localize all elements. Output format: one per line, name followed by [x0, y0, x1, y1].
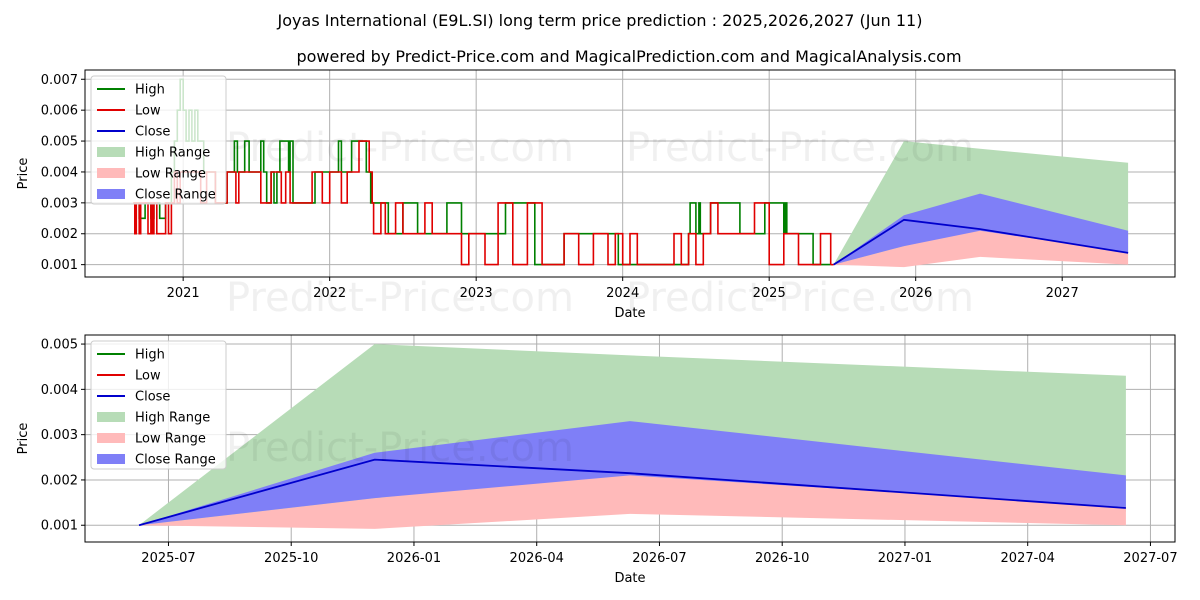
legend-high-range-label: High Range	[135, 146, 210, 161]
x-tick-label: 2025-10	[264, 551, 318, 566]
x-tick-label: 2027	[1046, 286, 1079, 301]
x-tick-label: 2023	[460, 286, 493, 301]
x-tick-label: 2025	[753, 286, 786, 301]
legend-close-range-label: Close Range	[135, 188, 216, 203]
x-tick-label: 2022	[313, 286, 346, 301]
y-tick-label: 0.003	[41, 196, 78, 211]
x-tick-label: 2027-07	[1123, 551, 1177, 566]
x-tick-label: 2026-01	[387, 551, 441, 566]
legend-low-range-swatch	[97, 433, 125, 443]
y-tick-label: 0.004	[41, 165, 78, 180]
plot-frame	[84, 69, 1176, 278]
x-axis-label: Date	[614, 571, 645, 586]
bottom-chart-panel: Predict-Price.com 2025-07 2025-10 2026-01 20…	[16, 334, 1178, 586]
x-axis-label: Date	[614, 306, 645, 321]
y-axis-label: Price	[16, 158, 31, 190]
y-tick-label: 0.005	[41, 135, 78, 150]
x-tick-label: 2024	[606, 286, 639, 301]
close-series-line	[833, 218, 1129, 266]
x-tick-label: 2026-10	[755, 551, 809, 566]
legend-low-label: Low	[135, 369, 161, 384]
low-range-band	[833, 229, 1129, 268]
legend: High Low Close High Range Low Range Close Ran…	[90, 75, 227, 205]
legend-high-range-swatch	[97, 147, 125, 157]
watermark-text: Predict-Price.com	[226, 275, 574, 321]
x-tick-label: 2027-04	[1001, 551, 1055, 566]
x-tick-label: 2026-04	[510, 551, 564, 566]
y-tick-label: 0.001	[41, 519, 78, 534]
legend-high-range-label: High Range	[135, 411, 210, 426]
legend-high-label: High	[135, 83, 165, 98]
y-tick-label: 0.006	[41, 104, 78, 119]
chart-subtitle: powered by Predict-Price.com and Magical…	[296, 47, 961, 66]
watermark-text: Predict-Price.com	[626, 125, 974, 171]
legend-close-range-label: Close Range	[135, 453, 216, 468]
chart-title: Joyas International (E9L.SI) long term p…	[277, 11, 923, 30]
legend-low-range-label: Low Range	[135, 432, 206, 447]
y-tick-label: 0.002	[41, 227, 78, 242]
plot-frame	[84, 334, 1176, 543]
y-axis-label: Price	[16, 423, 31, 455]
low-range-band	[139, 473, 1126, 529]
legend-high-range-swatch	[97, 412, 125, 422]
legend-close-range-swatch	[97, 454, 125, 464]
x-tick-label: 2027-01	[878, 551, 932, 566]
watermark-text: Predict-Price.com	[226, 425, 574, 471]
y-tick-label: 0.002	[41, 473, 78, 488]
watermark-text: Predict-Price.com	[226, 125, 574, 171]
legend: High Low Close High Range Low Range Close Ran…	[90, 340, 227, 470]
y-tick-label: 0.005	[41, 338, 78, 353]
top-chart-panel: Predict-Price.com Predict-Price.com Predic…	[16, 69, 1176, 321]
plot-area	[138, 344, 1126, 529]
legend-close-label: Close	[135, 125, 170, 140]
y-tick-label: 0.003	[41, 428, 78, 443]
y-tick-label: 0.001	[41, 258, 78, 273]
legend-close-range-swatch	[97, 189, 125, 199]
x-tick-label: 2021	[167, 286, 200, 301]
y-tick-label: 0.004	[41, 383, 78, 398]
legend-low-range-swatch	[97, 168, 125, 178]
watermark-text: Predict-Price.com	[626, 275, 974, 321]
close-series-line	[138, 458, 1126, 527]
legend-low-range-label: Low Range	[135, 167, 206, 182]
x-tick-label: 2026-07	[632, 551, 686, 566]
legend-low-label: Low	[135, 104, 161, 119]
x-tick-label: 2026	[899, 286, 932, 301]
x-tick-label: 2025-07	[141, 551, 195, 566]
y-tick-label: 0.007	[41, 73, 78, 88]
legend-close-label: Close	[135, 390, 170, 405]
legend-high-label: High	[135, 348, 165, 363]
